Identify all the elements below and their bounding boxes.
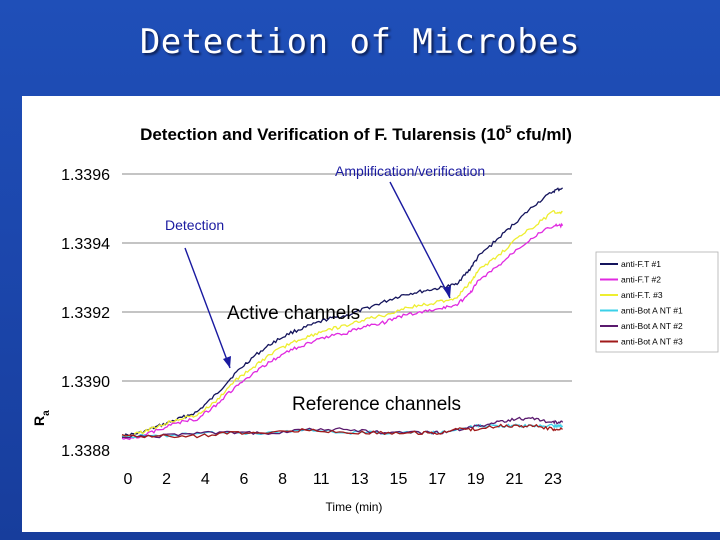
series-line [121, 222, 564, 441]
y-tick-label: 1.3394 [61, 236, 110, 253]
series-line [121, 423, 563, 439]
annotation-amplification: Amplification/verification [335, 163, 485, 179]
annotation-active-channels: Active channels [227, 303, 360, 324]
y-tick-labels: 1.3388 1.3390 1.3392 1.3394 1.3396 [61, 167, 110, 460]
x-tick-label: 8 [278, 471, 287, 488]
x-tick-label: 21 [505, 471, 523, 488]
slide-title: Detection of Microbes [139, 22, 581, 62]
x-axis-label: Time (min) [326, 500, 383, 514]
legend-entry: anti-Bot A NT #3 [621, 337, 683, 347]
y-tick-label: 1.3392 [61, 305, 110, 322]
annotation-detection: Detection [165, 217, 224, 233]
x-tick-label: 15 [390, 471, 408, 488]
x-tick-label: 19 [467, 471, 485, 488]
legend-entry: anti-F.T #2 [621, 275, 661, 285]
annotation-reference-channels: Reference channels [292, 394, 461, 415]
x-tick-label: 13 [351, 471, 369, 488]
detection-arrow-line [184, 247, 231, 369]
x-tick-label: 6 [239, 471, 248, 488]
grid-lines [122, 173, 572, 382]
legend-entry: anti-F.T. #3 [621, 290, 663, 300]
y-tick-label: 1.3396 [61, 167, 110, 184]
x-tick-label: 23 [544, 471, 562, 488]
y-tick-label: 1.3390 [61, 374, 110, 391]
amplification-arrowhead [443, 286, 451, 298]
x-tick-label: 4 [201, 471, 210, 488]
legend-box [595, 251, 719, 353]
chart-title: Detection and Verification of F. Tularen… [140, 124, 572, 144]
legend: anti-F.T #1 anti-F.T #2 anti-F.T. #3 anti-B… [595, 251, 719, 353]
x-tick-label: 0 [124, 471, 133, 488]
series-line [121, 209, 563, 439]
chart-panel: Detection and Verification of F. Tularen… [22, 96, 720, 532]
x-tick-labels: 0 2 4 6 8 11 13 15 17 19 21 23 [124, 471, 562, 488]
y-axis-label: Ra [31, 410, 52, 426]
x-tick-label: 11 [313, 471, 330, 488]
line-chart: Detection and Verification of F. Tularen… [31, 124, 719, 514]
x-tick-label: 17 [428, 471, 446, 488]
legend-entry: anti-Bot A NT #1 [621, 306, 683, 316]
svg-text:Ra: Ra [31, 410, 52, 426]
detection-arrowhead [223, 356, 231, 368]
legend-entry: anti-Bot A NT #2 [621, 321, 683, 331]
series-lines [121, 187, 564, 441]
series-line [121, 187, 564, 439]
amplification-arrow-line [389, 181, 451, 299]
legend-entry: anti-F.T #1 [621, 259, 661, 269]
x-tick-label: 2 [162, 471, 171, 488]
y-tick-label: 1.3388 [61, 443, 110, 460]
